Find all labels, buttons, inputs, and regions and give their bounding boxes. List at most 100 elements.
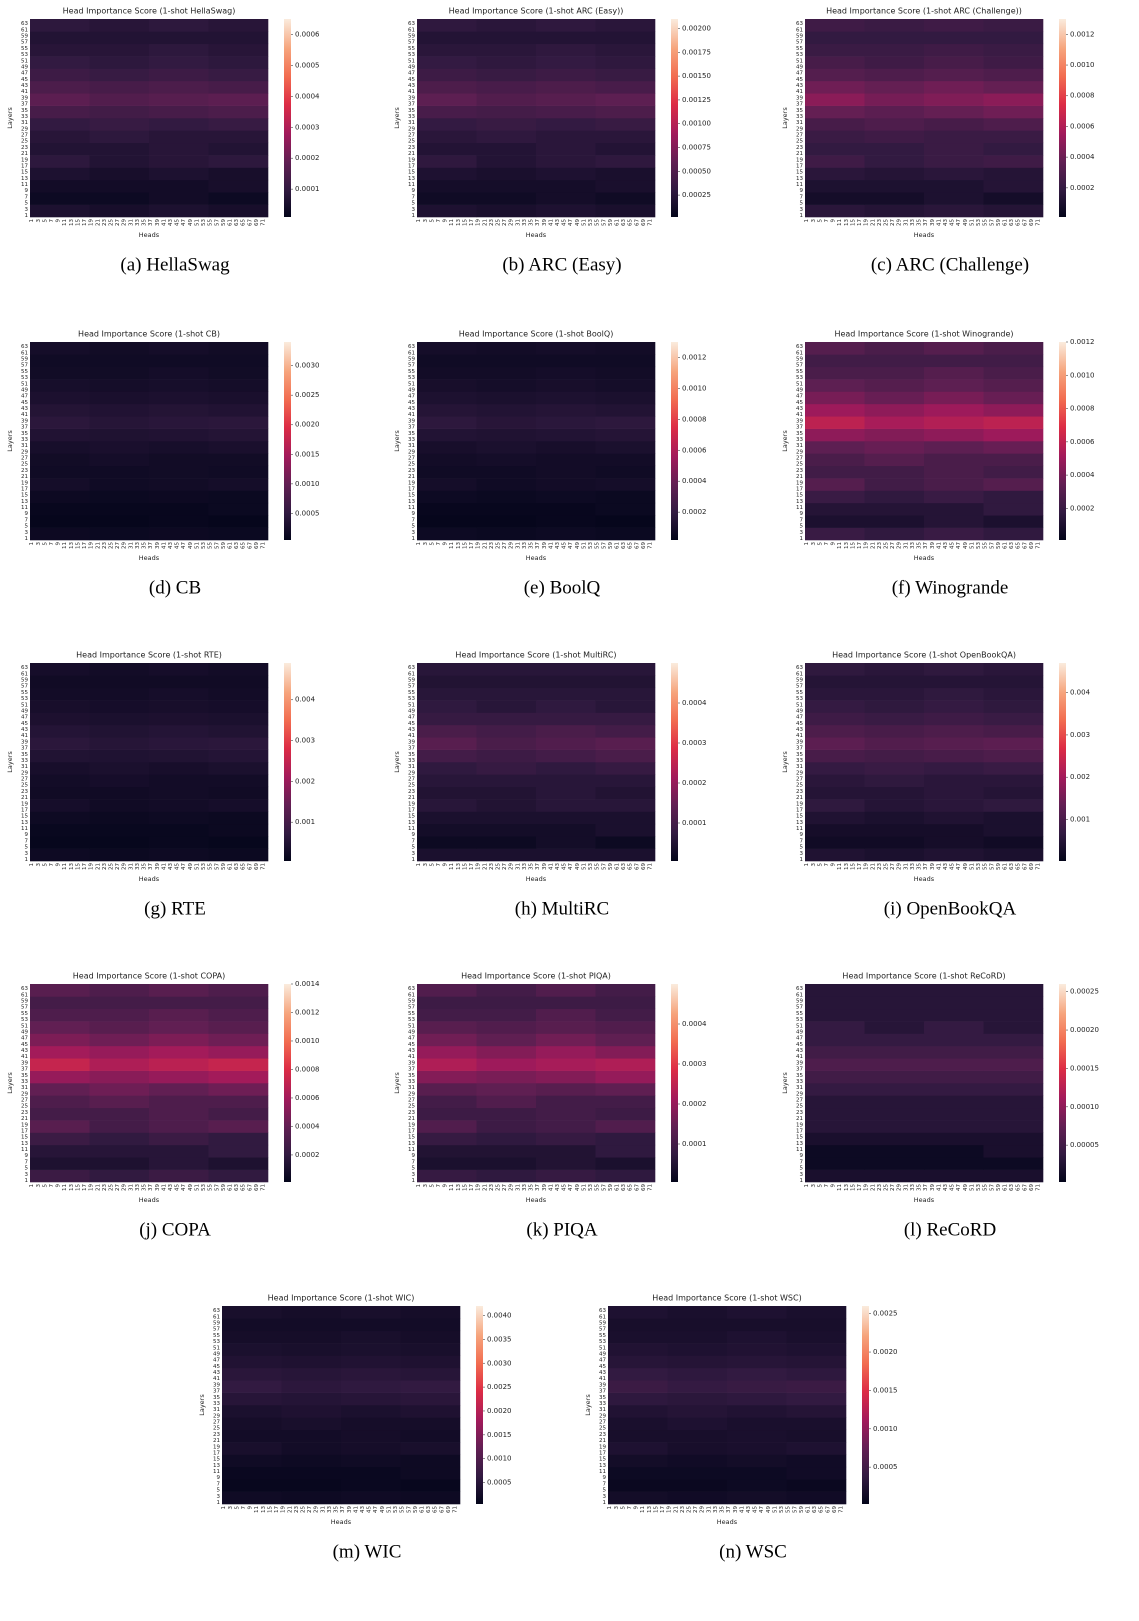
y-tick-label: 25: [21, 139, 28, 145]
y-tick-label: 43: [796, 727, 803, 733]
colorbar-tick-label: 0.0010: [295, 1037, 320, 1045]
heatmap-cell: [208, 403, 269, 417]
heatmap-cell: [536, 1083, 596, 1096]
y-tick-label: 29: [796, 770, 803, 776]
chart-title: Head Importance Score (1-shot Winogrande…: [834, 330, 1013, 339]
heatmap-cell: [208, 1107, 269, 1121]
y-tick-label: 5: [25, 524, 29, 530]
x-tick-label: 59: [413, 1506, 419, 1513]
heatmap-cell: [30, 1033, 90, 1047]
x-tick-label: 65: [628, 542, 634, 549]
heatmap-cell: [805, 786, 865, 800]
y-tick-label: 53: [21, 375, 28, 381]
y-tick-label: 45: [796, 721, 803, 727]
colorbar-tick-label: 0.0008: [1070, 92, 1095, 100]
heatmap-cell: [208, 1132, 269, 1146]
heatmap-cell: [983, 167, 1044, 181]
x-tick-label: 69: [254, 219, 260, 226]
y-tick-label: 25: [796, 139, 803, 145]
heatmap-cell: [476, 737, 537, 750]
y-tick-label: 23: [796, 1110, 803, 1116]
x-tick-label: 47: [568, 542, 574, 549]
heatmap-cell: [30, 192, 90, 205]
y-tick-label: 11: [21, 826, 28, 832]
heatmap-cell: [864, 93, 925, 106]
heatmap-cell: [595, 984, 656, 997]
x-tick-label: 37: [148, 863, 154, 870]
heatmap-cell: [667, 1479, 728, 1492]
heatmap-cell: [417, 465, 477, 479]
heatmap-cell: [30, 80, 90, 94]
x-tick-label: 65: [1016, 1184, 1022, 1191]
heatmap-cell: [667, 1367, 728, 1381]
y-tick-label: 33: [796, 758, 803, 764]
heatmap-cell: [536, 342, 596, 355]
y-tick-label: 13: [21, 1141, 28, 1147]
y-tick-label: 15: [21, 493, 28, 499]
y-tick-label: 55: [796, 1011, 803, 1017]
heatmap-cell: [595, 848, 656, 862]
x-tick-label: 19: [864, 1184, 870, 1191]
heatmap-cell: [30, 1083, 90, 1096]
heatmap-cell: [983, 515, 1044, 528]
y-tick-label: 25: [408, 783, 415, 789]
y-tick-label: 47: [213, 1358, 220, 1364]
x-tick-label: 57: [406, 1506, 412, 1513]
heatmap-cell: [149, 1045, 209, 1059]
heatmap-cell: [924, 836, 984, 849]
heatmap-cell: [595, 527, 656, 541]
heatmap-cell: [924, 1120, 984, 1133]
x-tick-label: 13: [844, 863, 850, 870]
heatmap-cell: [608, 1442, 668, 1455]
x-tick-label: 37: [535, 1184, 541, 1191]
x-tick-label: 63: [234, 542, 240, 549]
y-tick-label: 31: [796, 443, 803, 449]
heatmap-cell: [786, 1491, 847, 1505]
heatmap-cell: [924, 490, 984, 504]
heatmap-cell: [281, 1454, 342, 1468]
heatmap-cell: [805, 391, 865, 405]
x-tick-label: 11: [62, 219, 68, 226]
colorbar: [284, 342, 291, 540]
heatmap-cell: [417, 441, 477, 454]
x-tick-label: 49: [575, 1184, 581, 1191]
heatmap-cell: [595, 1107, 656, 1121]
heatmap-cell: [476, 1070, 537, 1084]
heatmap-cell: [400, 1405, 461, 1418]
x-tick-label: 3: [423, 219, 429, 223]
y-tick-label: 59: [796, 34, 803, 40]
heatmap-cell: [983, 1070, 1044, 1084]
y-tick-label: 47: [796, 1036, 803, 1042]
heatmap-cell: [983, 56, 1044, 69]
x-tick-label: 69: [254, 1184, 260, 1191]
y-tick-label: 23: [21, 468, 28, 474]
heatmap-cell: [786, 1479, 847, 1492]
colorbar-tick-label: 0.0012: [295, 1008, 320, 1016]
x-tick-label: 37: [923, 863, 929, 870]
x-tick-label: 21: [287, 1506, 293, 1513]
colorbar: [671, 663, 678, 861]
y-tick-label: 17: [408, 163, 415, 169]
heatmap-cell: [805, 724, 865, 738]
heatmap-cell: [30, 836, 90, 849]
y-tick-label: 41: [796, 733, 803, 739]
colorbar-tick-label: 0.00075: [682, 144, 711, 152]
heatmap-cell: [924, 478, 984, 491]
x-tick-label: 9: [248, 1506, 254, 1510]
x-tick-label: 53: [976, 863, 982, 870]
heatmap-cell: [208, 416, 269, 429]
heatmap-cell: [149, 167, 209, 181]
y-axis-label: Layers: [6, 1072, 14, 1094]
x-tick-label: 3: [811, 219, 817, 223]
heatmap-cell: [281, 1330, 342, 1344]
heatmap-cell: [983, 118, 1044, 131]
heatmap-cell: [281, 1429, 342, 1443]
x-tick-label: 23: [680, 1506, 686, 1513]
heatmap-cell: [89, 675, 150, 689]
y-tick-label: 55: [796, 46, 803, 52]
y-tick-label: 45: [796, 77, 803, 83]
heatmap-cell: [864, 984, 925, 997]
y-tick-label: 35: [796, 431, 803, 437]
x-tick-label: 69: [641, 219, 647, 226]
colorbar: [476, 1306, 483, 1504]
